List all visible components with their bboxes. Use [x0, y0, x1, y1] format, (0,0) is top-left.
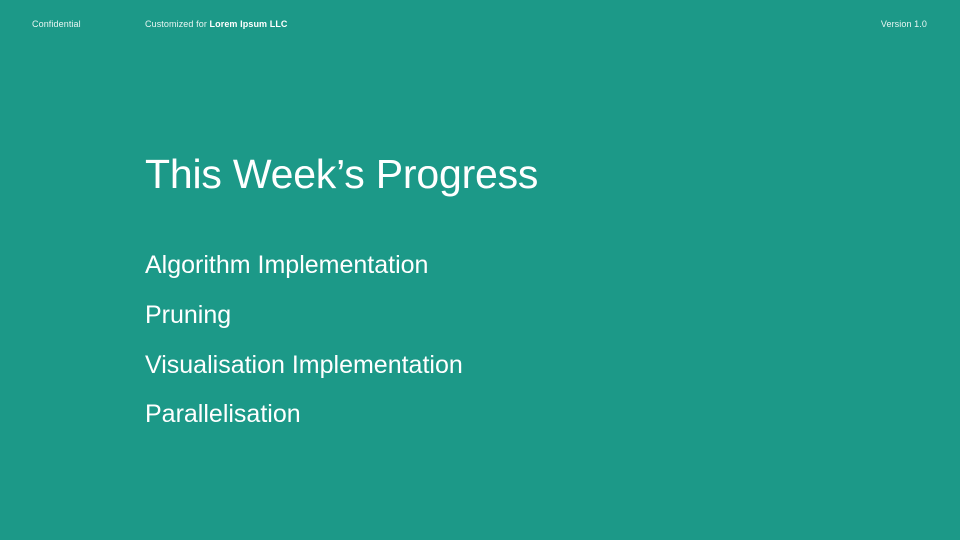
customized-for-label: Customized for Lorem Ipsum LLC [145, 18, 288, 30]
progress-item-pruning: Pruning [145, 301, 232, 329]
progress-item-parallelisation: Parallelisation [145, 400, 301, 428]
client-name: Lorem Ipsum LLC [209, 19, 288, 29]
progress-list: Algorithm Implementation Pruning Visuali… [145, 250, 463, 449]
progress-item-visualisation-implementation: Visualisation Implementation [145, 351, 463, 379]
confidential-label: Confidential [32, 19, 81, 29]
slide-title: This Week’s Progress [145, 151, 539, 197]
customized-prefix: Customized for [145, 19, 207, 29]
version-label: Version 1.0 [880, 19, 927, 29]
progress-item-algorithm-implementation: Algorithm Implementation [145, 251, 429, 279]
